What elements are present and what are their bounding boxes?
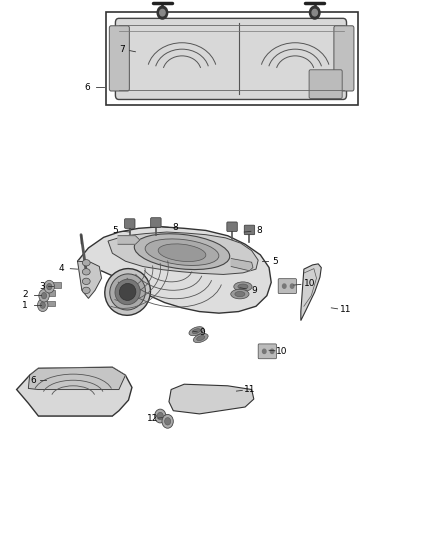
Text: 8: 8 — [173, 223, 178, 232]
Ellipse shape — [234, 282, 252, 292]
Text: 10: 10 — [304, 279, 315, 288]
Ellipse shape — [110, 274, 145, 310]
Text: 4: 4 — [59, 264, 64, 272]
Circle shape — [312, 10, 318, 16]
Ellipse shape — [189, 327, 204, 336]
Ellipse shape — [145, 239, 219, 265]
Circle shape — [290, 284, 294, 288]
FancyBboxPatch shape — [244, 225, 254, 235]
Circle shape — [44, 280, 54, 293]
Ellipse shape — [193, 334, 208, 343]
Text: 1: 1 — [21, 301, 27, 310]
Text: 11: 11 — [244, 385, 255, 394]
Text: 9: 9 — [251, 286, 257, 295]
Ellipse shape — [119, 284, 136, 301]
Circle shape — [47, 284, 52, 290]
Circle shape — [157, 6, 168, 19]
Ellipse shape — [158, 244, 206, 262]
Bar — [42, 290, 55, 296]
Circle shape — [39, 289, 49, 302]
Bar — [47, 282, 61, 288]
Circle shape — [165, 418, 171, 425]
Circle shape — [160, 10, 165, 16]
Circle shape — [157, 413, 163, 419]
FancyBboxPatch shape — [258, 344, 276, 359]
Ellipse shape — [134, 234, 230, 270]
Circle shape — [162, 415, 173, 428]
Circle shape — [310, 6, 320, 19]
Ellipse shape — [231, 289, 249, 299]
Circle shape — [262, 349, 266, 353]
Ellipse shape — [82, 287, 90, 294]
Ellipse shape — [82, 260, 90, 266]
FancyBboxPatch shape — [124, 219, 135, 228]
FancyBboxPatch shape — [151, 217, 161, 227]
Polygon shape — [108, 232, 258, 274]
FancyBboxPatch shape — [309, 70, 342, 99]
Polygon shape — [231, 259, 253, 271]
Text: 8: 8 — [256, 226, 262, 235]
Ellipse shape — [197, 336, 205, 341]
FancyBboxPatch shape — [278, 279, 297, 294]
Text: 6: 6 — [30, 376, 36, 385]
Text: 5: 5 — [272, 257, 278, 265]
Ellipse shape — [235, 292, 245, 297]
Bar — [42, 301, 55, 306]
Polygon shape — [78, 227, 271, 313]
Circle shape — [155, 409, 166, 423]
Ellipse shape — [192, 329, 201, 334]
Text: 7: 7 — [120, 45, 125, 54]
Ellipse shape — [238, 284, 248, 289]
FancyBboxPatch shape — [334, 26, 354, 91]
Polygon shape — [301, 264, 321, 320]
Text: 10: 10 — [276, 347, 288, 356]
Ellipse shape — [82, 269, 90, 275]
FancyBboxPatch shape — [116, 18, 346, 100]
Circle shape — [38, 299, 48, 312]
Text: 5: 5 — [113, 226, 118, 235]
Text: 6: 6 — [85, 83, 90, 92]
FancyBboxPatch shape — [110, 26, 129, 91]
Text: 3: 3 — [39, 281, 45, 290]
Ellipse shape — [105, 269, 150, 316]
Circle shape — [270, 349, 274, 353]
Polygon shape — [169, 384, 254, 414]
Text: 2: 2 — [22, 290, 28, 299]
Ellipse shape — [115, 279, 140, 305]
Polygon shape — [17, 367, 132, 416]
Polygon shape — [78, 261, 102, 298]
Circle shape — [42, 293, 47, 299]
Text: 12: 12 — [147, 414, 159, 423]
Bar — [106, 12, 358, 105]
Polygon shape — [118, 236, 140, 244]
Circle shape — [283, 284, 286, 288]
Polygon shape — [28, 367, 125, 390]
FancyBboxPatch shape — [227, 222, 237, 231]
Text: 11: 11 — [339, 305, 351, 314]
Ellipse shape — [82, 278, 90, 285]
Circle shape — [40, 302, 46, 309]
Text: 9: 9 — [200, 328, 205, 337]
